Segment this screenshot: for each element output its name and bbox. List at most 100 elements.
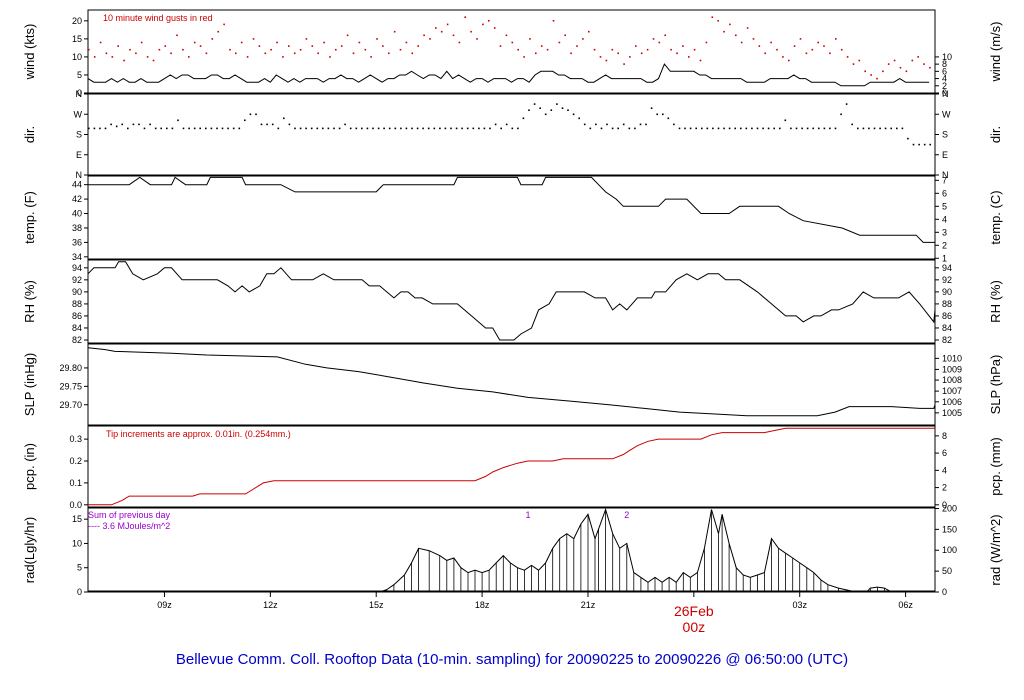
wind-data-point xyxy=(111,56,114,58)
wind-data-point xyxy=(623,63,625,65)
wind-data-point xyxy=(193,41,196,44)
dir-data-point xyxy=(600,127,603,130)
wind-data-point xyxy=(664,34,666,37)
wind-data-point xyxy=(535,52,537,55)
rh-ytick-label: 84 xyxy=(72,323,82,333)
wind-data-point xyxy=(340,45,343,47)
dir-data-point xyxy=(712,127,714,130)
wind-series-line xyxy=(87,63,930,87)
dir-data-point xyxy=(689,127,692,130)
wind-data-point xyxy=(264,52,267,55)
dir-data-point xyxy=(701,127,703,130)
slp-ylabel: SLP (inHg) xyxy=(22,353,37,416)
wind-data-point xyxy=(858,59,861,62)
rh-y2tick-label: 88 xyxy=(942,299,952,309)
dir-data-point xyxy=(801,127,803,130)
dir-data-point xyxy=(756,127,759,130)
wind-data-point xyxy=(529,38,531,40)
dir-data-point xyxy=(595,123,597,126)
dir-data-point xyxy=(355,127,358,130)
dir-data-point xyxy=(188,127,190,130)
wind-data-point xyxy=(352,52,355,55)
dir-data-point xyxy=(171,127,174,130)
wind-data-point xyxy=(329,56,331,58)
wind-data-point xyxy=(464,16,466,18)
temp-ylabel: temp. (F) xyxy=(22,191,37,244)
dir-data-point xyxy=(929,143,931,146)
dir-data-point xyxy=(205,127,207,130)
xtick-label: 21z xyxy=(581,600,596,610)
wind-data-point xyxy=(846,56,849,58)
dir-data-point xyxy=(260,123,263,126)
wind-data-point xyxy=(670,48,672,51)
wind-data-point xyxy=(488,20,490,22)
wind-data-point xyxy=(823,45,825,47)
wind-y2tick-label: 2 xyxy=(942,81,947,91)
temp-ytick-label: 34 xyxy=(72,252,82,262)
temp-series-line xyxy=(88,176,936,257)
wind-data-point xyxy=(305,38,308,40)
wind-data-point xyxy=(323,41,325,44)
wind-data-point xyxy=(223,23,225,26)
dir-data-point xyxy=(734,127,736,130)
slp-y2tick-label: 1007 xyxy=(942,386,962,396)
dir-data-point xyxy=(773,127,775,130)
wind-data-point xyxy=(217,30,219,33)
dir-data-point xyxy=(723,127,725,130)
dir-ylabel: dir. xyxy=(22,126,37,143)
rad-ytick-label: 5 xyxy=(77,563,82,573)
dir-data-point xyxy=(740,127,742,130)
dir-data-point xyxy=(578,117,580,120)
rh-ytick-label: 88 xyxy=(72,299,82,309)
wind-data-point xyxy=(470,30,472,33)
dir-data-point xyxy=(884,127,887,130)
rad-y2tick-label: 0 xyxy=(942,587,947,597)
rad-annotation: Sum of previous day xyxy=(88,510,171,520)
dir-data-point xyxy=(316,127,319,130)
wind-data-point xyxy=(188,56,190,58)
wind-data-point xyxy=(776,48,778,51)
wind-data-point xyxy=(358,41,361,44)
temp-y2tick-label: 1 xyxy=(942,253,947,263)
slp-y2tick-label: 1008 xyxy=(942,375,962,385)
rad-ylabel: rad(Lgly/hr) xyxy=(22,517,37,583)
dir-data-point xyxy=(896,127,898,130)
dir-data-point xyxy=(762,127,764,130)
wind-data-point xyxy=(158,48,161,51)
dir-data-point xyxy=(622,123,625,126)
wind-data-point xyxy=(552,20,555,22)
temp-ylabel2: temp. (C) xyxy=(988,190,1003,244)
wind-data-point xyxy=(629,56,631,58)
temp-ytick-label: 40 xyxy=(72,209,82,219)
dir-data-point xyxy=(227,127,229,130)
wind-data-point xyxy=(646,48,649,51)
rh-y2tick-label: 82 xyxy=(942,335,952,345)
wind-data-point xyxy=(740,41,743,44)
wind-data-point xyxy=(799,38,802,40)
wind-data-point xyxy=(88,48,90,51)
dir-data-point xyxy=(812,127,814,130)
dir-data-point xyxy=(322,127,324,130)
dir-y2tick-label: N xyxy=(942,89,949,99)
dir-data-point xyxy=(422,127,424,130)
dir-ytick-label: W xyxy=(74,109,83,119)
rad-y2tick-label: 50 xyxy=(942,566,952,576)
rh-y2tick-label: 94 xyxy=(942,263,952,273)
wind-data-point xyxy=(546,48,549,51)
dir-data-point xyxy=(779,127,781,130)
wind-data-point xyxy=(99,41,102,44)
wind-data-point xyxy=(723,30,725,33)
dir-data-point xyxy=(182,127,185,130)
temp-y2tick-label: 5 xyxy=(942,201,947,211)
wind-data-point xyxy=(752,38,755,40)
wind-data-point xyxy=(682,45,684,47)
rh-ytick-label: 92 xyxy=(72,275,82,285)
dir-data-point xyxy=(405,127,408,130)
rad-ylabel2: rad (W/m^2) xyxy=(988,514,1003,585)
wind-data-point xyxy=(699,59,702,62)
wind-data-point xyxy=(476,38,478,40)
dir-panel-frame xyxy=(87,93,936,176)
wind-data-point xyxy=(805,52,808,55)
dir-data-point xyxy=(628,127,631,130)
dir-data-point xyxy=(433,127,436,130)
